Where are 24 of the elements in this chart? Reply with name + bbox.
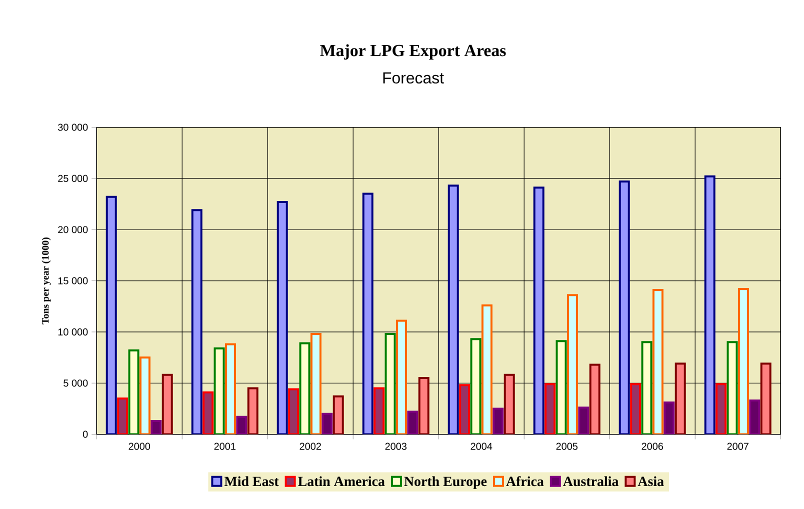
y-tick-label: 5 000 — [64, 380, 88, 387]
legend-label: Australia — [563, 476, 618, 486]
x-tick-label: 2001 — [214, 442, 236, 450]
y-axis-title: Tons per year (1000) — [42, 238, 51, 324]
y-tick-label: 15 000 — [58, 277, 88, 284]
legend-label: Asia — [638, 476, 664, 486]
legend-label: Latin America — [298, 476, 385, 486]
legend-label: Mid East — [224, 476, 279, 486]
y-tick-label: 0 — [82, 430, 88, 438]
x-tick-label: 2004 — [470, 442, 492, 450]
x-tick-label: 2005 — [556, 442, 578, 450]
chart-subtitle: Forecast — [383, 72, 444, 84]
y-tick-label: 25 000 — [58, 174, 88, 182]
y-tick-label: 10 000 — [58, 328, 88, 336]
x-tick-label: 2002 — [300, 442, 321, 450]
legend-label: North Europe — [404, 476, 487, 489]
y-tick-label: 20 000 — [58, 226, 88, 234]
x-tick-label: 2003 — [385, 442, 407, 450]
chart-title: Major LPG Export Areas — [320, 44, 506, 60]
y-tick-label: 30 000 — [58, 124, 88, 131]
x-tick-label: 2007 — [727, 442, 748, 450]
x-tick-label: 2006 — [642, 442, 664, 450]
legend-label: Africa — [506, 476, 544, 486]
x-tick-label: 2000 — [128, 442, 150, 450]
